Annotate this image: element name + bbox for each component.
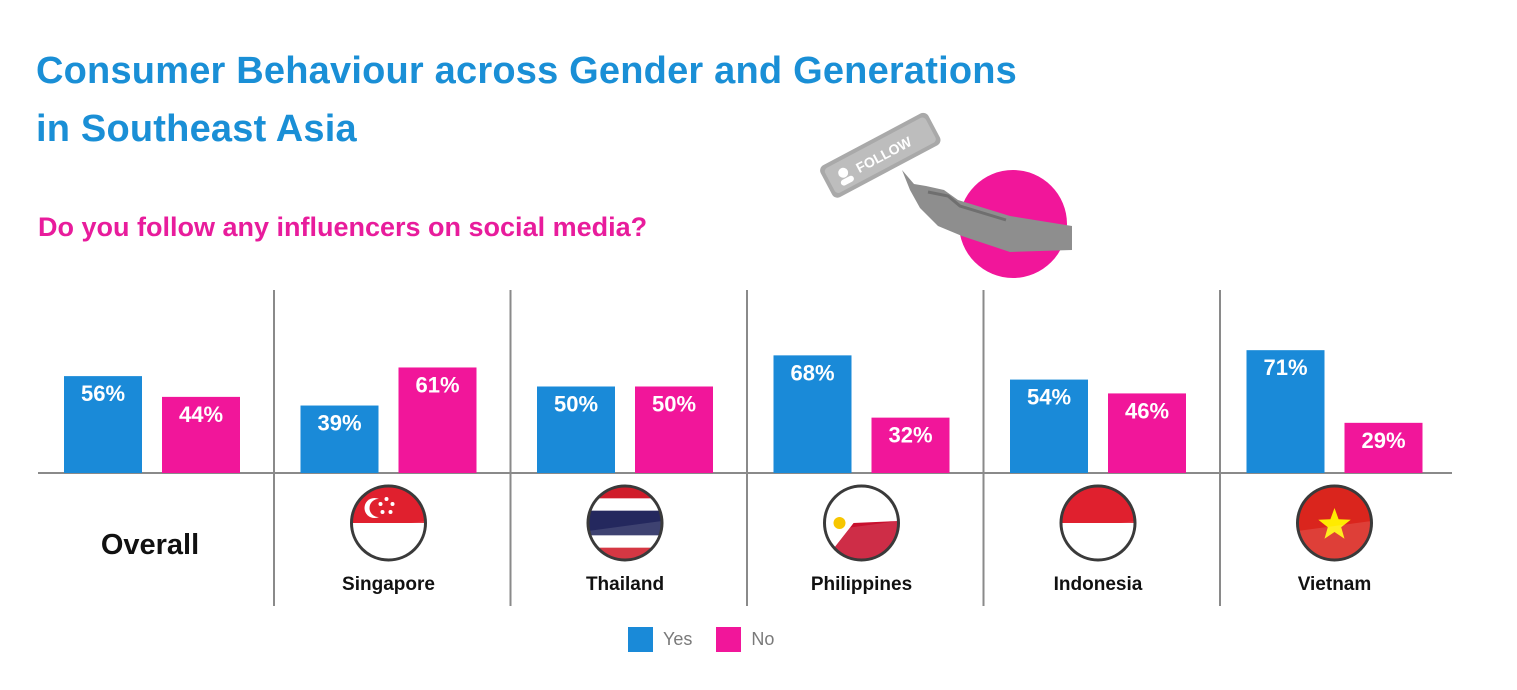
country-flags [350, 484, 1373, 562]
category-label-vietnam: Vietnam [1298, 574, 1372, 595]
bar-yes [537, 386, 615, 473]
bar-no [1108, 393, 1186, 473]
legend-swatch-no [716, 627, 742, 652]
bar-value-label: 46% [1125, 398, 1169, 423]
bar-value-label: 50% [652, 392, 696, 417]
category-separators [273, 290, 1221, 606]
bar-value-label: 54% [1027, 385, 1071, 410]
chart-subtitle-question: Do you follow any influencers on social … [38, 212, 648, 242]
thailand-flag-icon [586, 484, 664, 562]
bar-no [162, 396, 240, 473]
legend-swatch-yes [628, 627, 653, 652]
chart-title-line-2: in Southeast Asia [36, 108, 357, 150]
bar-value-label: 29% [1361, 428, 1405, 453]
bar-no [635, 386, 713, 473]
bar-yes [64, 376, 142, 473]
indonesia-flag-icon [1059, 484, 1137, 562]
bar-value-label: 32% [888, 423, 932, 448]
bar-value-label: 56% [81, 381, 125, 406]
legend-label-yes: Yes [663, 629, 693, 649]
legend-item-no: No [716, 627, 774, 652]
category-label-overall: Overall [101, 529, 199, 561]
bar-no [1344, 422, 1423, 473]
vietnam-flag-icon [1296, 484, 1373, 562]
category-label-thailand: Thailand [586, 574, 664, 595]
chart-legend: Yes No [628, 627, 788, 652]
bar-yes [773, 355, 852, 473]
bar-chart: 56% 44% 39% 61% 50% 50% 68% 32% 54% 46% 71% 29% Ove… [38, 290, 1452, 606]
bar-yes [300, 405, 379, 473]
bar-value-label: 50% [554, 392, 598, 417]
category-labels: Overall Singapore Thailand Philippines Indon… [101, 529, 1371, 595]
philippines-flag-icon [823, 484, 900, 562]
chart-title: Consumer Behaviour across Gender and Gen… [36, 42, 1017, 158]
bar-value-labels: 56% 44% 39% 61% 50% 50% 68% 32% 54% 46% 71% 29% [81, 355, 1406, 453]
bar-value-label: 68% [790, 360, 834, 385]
category-label-indonesia: Indonesia [1054, 574, 1143, 595]
follow-hand-illustration: FOLLOW [820, 112, 1072, 278]
hand-icon [902, 170, 1072, 252]
bar-value-label: 71% [1263, 355, 1307, 380]
category-label-philippines: Philippines [811, 574, 912, 595]
chart-title-line-1: Consumer Behaviour across Gender and Gen… [36, 50, 1017, 92]
bar-value-label: 39% [317, 411, 361, 436]
category-label-singapore: Singapore [342, 574, 435, 595]
legend-item-yes: Yes [628, 627, 692, 652]
bar-yes [1246, 350, 1325, 473]
bar-no [398, 367, 477, 473]
bar-value-label: 44% [179, 402, 223, 427]
bar-no [871, 417, 950, 473]
bar-yes [1010, 379, 1088, 473]
bar-value-label: 61% [415, 372, 459, 397]
legend-label-no: No [751, 629, 775, 649]
singapore-flag-icon [350, 484, 427, 562]
bars-group [64, 350, 1423, 473]
